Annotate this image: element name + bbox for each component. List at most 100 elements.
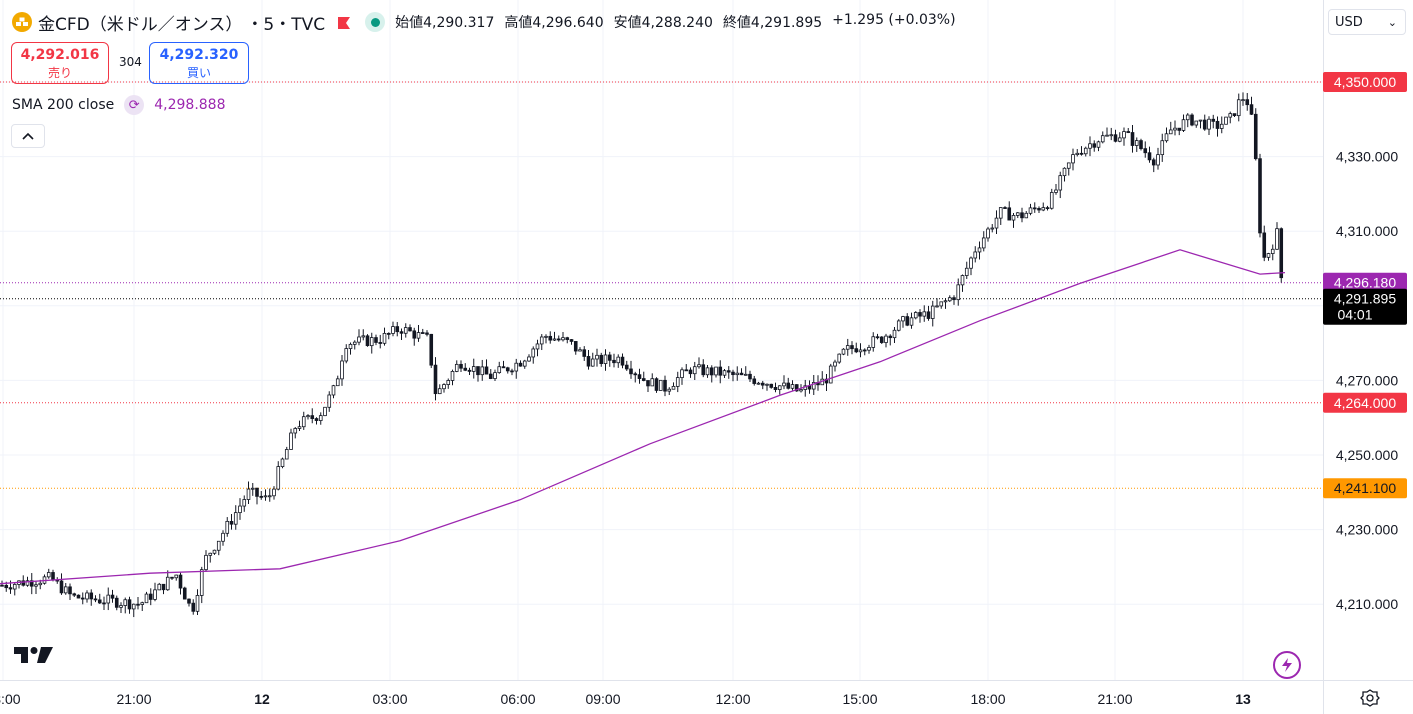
candle-down <box>574 341 577 351</box>
candle-up <box>1110 135 1113 136</box>
candle-down <box>489 374 492 378</box>
timeframe-exchange[interactable]: ・5・TVC <box>246 10 325 35</box>
candle-up <box>226 521 229 533</box>
candle-up <box>978 248 981 252</box>
candle-down <box>1140 141 1143 149</box>
candle-up <box>897 321 900 330</box>
candle-up <box>1182 120 1185 131</box>
candle-down <box>1254 114 1257 158</box>
candle-up <box>239 506 242 513</box>
candle-up <box>596 355 599 359</box>
candle-down <box>477 367 480 375</box>
candle-down <box>511 371 514 372</box>
candle-down <box>583 350 586 357</box>
candle-up <box>1123 132 1126 138</box>
gear-icon[interactable] <box>1360 688 1380 708</box>
candle-down <box>409 328 412 331</box>
candle-up <box>141 603 144 605</box>
candle-down <box>774 387 777 389</box>
currency-select[interactable]: USD ⌄ <box>1328 9 1406 35</box>
candle-up <box>447 380 450 384</box>
candle-up <box>1076 153 1079 154</box>
refresh-icon[interactable]: ⟳ <box>124 95 144 115</box>
candle-down <box>396 327 399 332</box>
candle-up <box>931 306 934 318</box>
candle-up <box>893 330 896 337</box>
candle-up <box>999 208 1002 219</box>
alert-tag-low-label: 4,264.000 <box>1334 395 1396 411</box>
y-tick-label: 4,230.000 <box>1336 522 1398 538</box>
candle-down <box>566 338 569 340</box>
lightning-icon[interactable] <box>1273 651 1301 679</box>
collapse-legend-button[interactable] <box>11 124 45 148</box>
candle-down <box>1038 208 1041 210</box>
indicator-label: SMA 200 close <box>12 97 114 113</box>
red-flag-icon[interactable] <box>337 15 351 29</box>
candle-up <box>217 541 220 550</box>
candle-up <box>1063 168 1066 175</box>
candle-up <box>358 337 361 342</box>
candle-down <box>413 331 416 338</box>
candle-down <box>111 595 114 598</box>
candle-up <box>1161 141 1164 155</box>
candle-up <box>1089 144 1092 148</box>
candle-down <box>557 339 560 340</box>
candle-down <box>549 336 552 340</box>
open-label: 始値 <box>395 15 423 31</box>
symbol-title[interactable]: 金CFD（米ドル／オンス） <box>38 10 242 35</box>
x-tick-label: 18:00 <box>970 691 1005 707</box>
candle-down <box>256 488 259 496</box>
candle-up <box>455 364 458 371</box>
buy-label: 買い <box>150 64 248 81</box>
candle-down <box>740 373 743 375</box>
x-tick-label: 21:00 <box>116 691 151 707</box>
candle-down <box>73 594 76 595</box>
last-price-tag-countdown: 04:01 <box>1337 307 1372 323</box>
candle-up <box>859 350 862 352</box>
candle-up <box>13 584 16 589</box>
candle-up <box>540 337 543 344</box>
candle-down <box>787 383 790 388</box>
candle-up <box>1084 148 1087 154</box>
candle-up <box>120 606 123 608</box>
candle-up <box>132 604 135 609</box>
candle-up <box>494 373 497 379</box>
candle-up <box>451 371 454 380</box>
candle-up <box>1042 208 1045 210</box>
close-label: 終値 <box>723 15 751 31</box>
candle-down <box>260 496 263 497</box>
candle-up <box>974 252 977 258</box>
candle-down <box>655 379 658 391</box>
candle-down <box>761 383 764 385</box>
candle-up <box>345 349 348 361</box>
y-tick-label: 4,330.000 <box>1336 149 1398 165</box>
candle-up <box>205 555 208 569</box>
sma-price-tag-label: 4,296.180 <box>1334 275 1396 291</box>
candle-up <box>1174 128 1177 130</box>
tradingview-logo-icon[interactable] <box>14 644 54 666</box>
candle-down <box>1093 144 1096 147</box>
candle-down <box>460 364 463 368</box>
candle-up <box>86 593 89 599</box>
candle-down <box>689 370 692 374</box>
candle-up <box>982 238 985 248</box>
candle-up <box>659 380 662 390</box>
candle-up <box>872 337 875 348</box>
candle-down <box>749 374 752 379</box>
candle-up <box>353 342 356 344</box>
sell-button[interactable]: 4,292.016 売り <box>11 42 109 84</box>
candle-down <box>621 357 624 365</box>
candle-down <box>430 334 433 365</box>
candle-up <box>961 276 964 285</box>
candle-down <box>600 355 603 363</box>
candle-up <box>196 595 199 611</box>
candle-up <box>766 384 769 385</box>
indicator-legend[interactable]: SMA 200 close ⟳ 4,298.888 <box>12 94 226 116</box>
candle-down <box>9 588 12 589</box>
candle-up <box>1157 155 1160 165</box>
candle-up <box>1199 120 1202 121</box>
candle-up <box>834 362 837 366</box>
candle-down <box>1008 208 1011 220</box>
buy-button[interactable]: 4,292.320 買い <box>149 42 249 84</box>
candle-up <box>1225 117 1228 124</box>
